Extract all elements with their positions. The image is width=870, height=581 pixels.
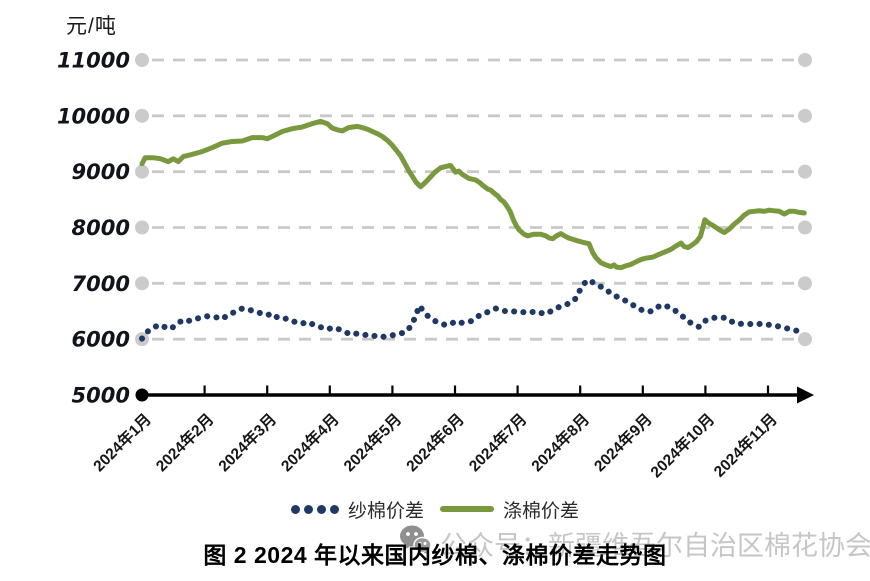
- solid-line-swatch: [440, 506, 494, 512]
- gridline-left-cap-7000: [135, 276, 149, 291]
- legend: 纱棉价差 涤棉价差: [0, 493, 870, 525]
- series-line-纱棉价差: [139, 277, 808, 342]
- legend-label-yarn-spread: 纱棉价差: [347, 500, 424, 522]
- y-tick-label-7000: 7000: [72, 272, 130, 296]
- chart-caption: 图 2 2024 年以来国内纱棉、涤棉价差走势图: [203, 542, 667, 568]
- gridline-left-cap-11000: [135, 53, 149, 67]
- price-spread-line-chart: 5000600070008000900010000110002024年1月202…: [57, 49, 814, 481]
- gridline-right-cap-8000: [798, 220, 812, 235]
- legend-label-polyester-spread: 涤棉价差: [503, 500, 580, 522]
- series-line-涤棉价差: [139, 118, 807, 271]
- x-tick-label-10: 2024年10月: [646, 409, 718, 481]
- gridline-right-cap-7000: [798, 276, 812, 291]
- watermark-text: 公众号：新疆维吾尔自治区棉花协会: [440, 531, 870, 561]
- x-tick-label-9: 2024年9月: [590, 409, 656, 475]
- y-tick-label-8000: 8000: [72, 216, 130, 240]
- gridline-right-cap-9000: [798, 164, 812, 179]
- x-tick-label-4: 2024年4月: [277, 409, 343, 475]
- y-axis-unit-label: 元/吨: [66, 15, 117, 38]
- x-tick-label-8: 2024年8月: [527, 409, 593, 475]
- x-axis-arrow: [797, 386, 814, 404]
- gridline-left-cap-10000: [135, 108, 149, 123]
- gridline-left-cap-9000: [135, 164, 149, 179]
- dotted-line-swatch: [290, 504, 339, 514]
- y-tick-label-11000: 11000: [57, 49, 130, 73]
- x-tick-label-11: 2024年11月: [709, 409, 780, 480]
- gridline-right-cap-11000: [798, 53, 812, 67]
- y-tick-label-10000: 10000: [57, 104, 130, 128]
- watermark: 公众号：新疆维吾尔自治区棉花协会: [398, 523, 870, 564]
- x-tick-label-7: 2024年7月: [465, 409, 531, 475]
- y-tick-label-6000: 6000: [72, 328, 130, 352]
- gridline-right-cap-6000: [798, 332, 812, 347]
- x-tick-label-5: 2024年5月: [339, 409, 405, 475]
- y-tick-label-5000: 5000: [72, 384, 130, 408]
- x-tick-label-2: 2024年2月: [152, 409, 218, 475]
- legend-item-yarn-spread: 纱棉价差: [290, 496, 424, 523]
- wechat-icon: [398, 523, 432, 564]
- x-tick-label-1: 2024年1月: [89, 409, 155, 475]
- legend-item-polyester-spread: 涤棉价差: [440, 496, 579, 523]
- gridline-left-cap-8000: [135, 220, 149, 235]
- x-tick-label-6: 2024年6月: [402, 409, 468, 475]
- x-axis-origin-dot: [135, 388, 149, 402]
- gridline-right-cap-10000: [798, 108, 812, 123]
- y-tick-label-9000: 9000: [72, 160, 130, 184]
- x-tick-label-3: 2024年3月: [214, 409, 280, 475]
